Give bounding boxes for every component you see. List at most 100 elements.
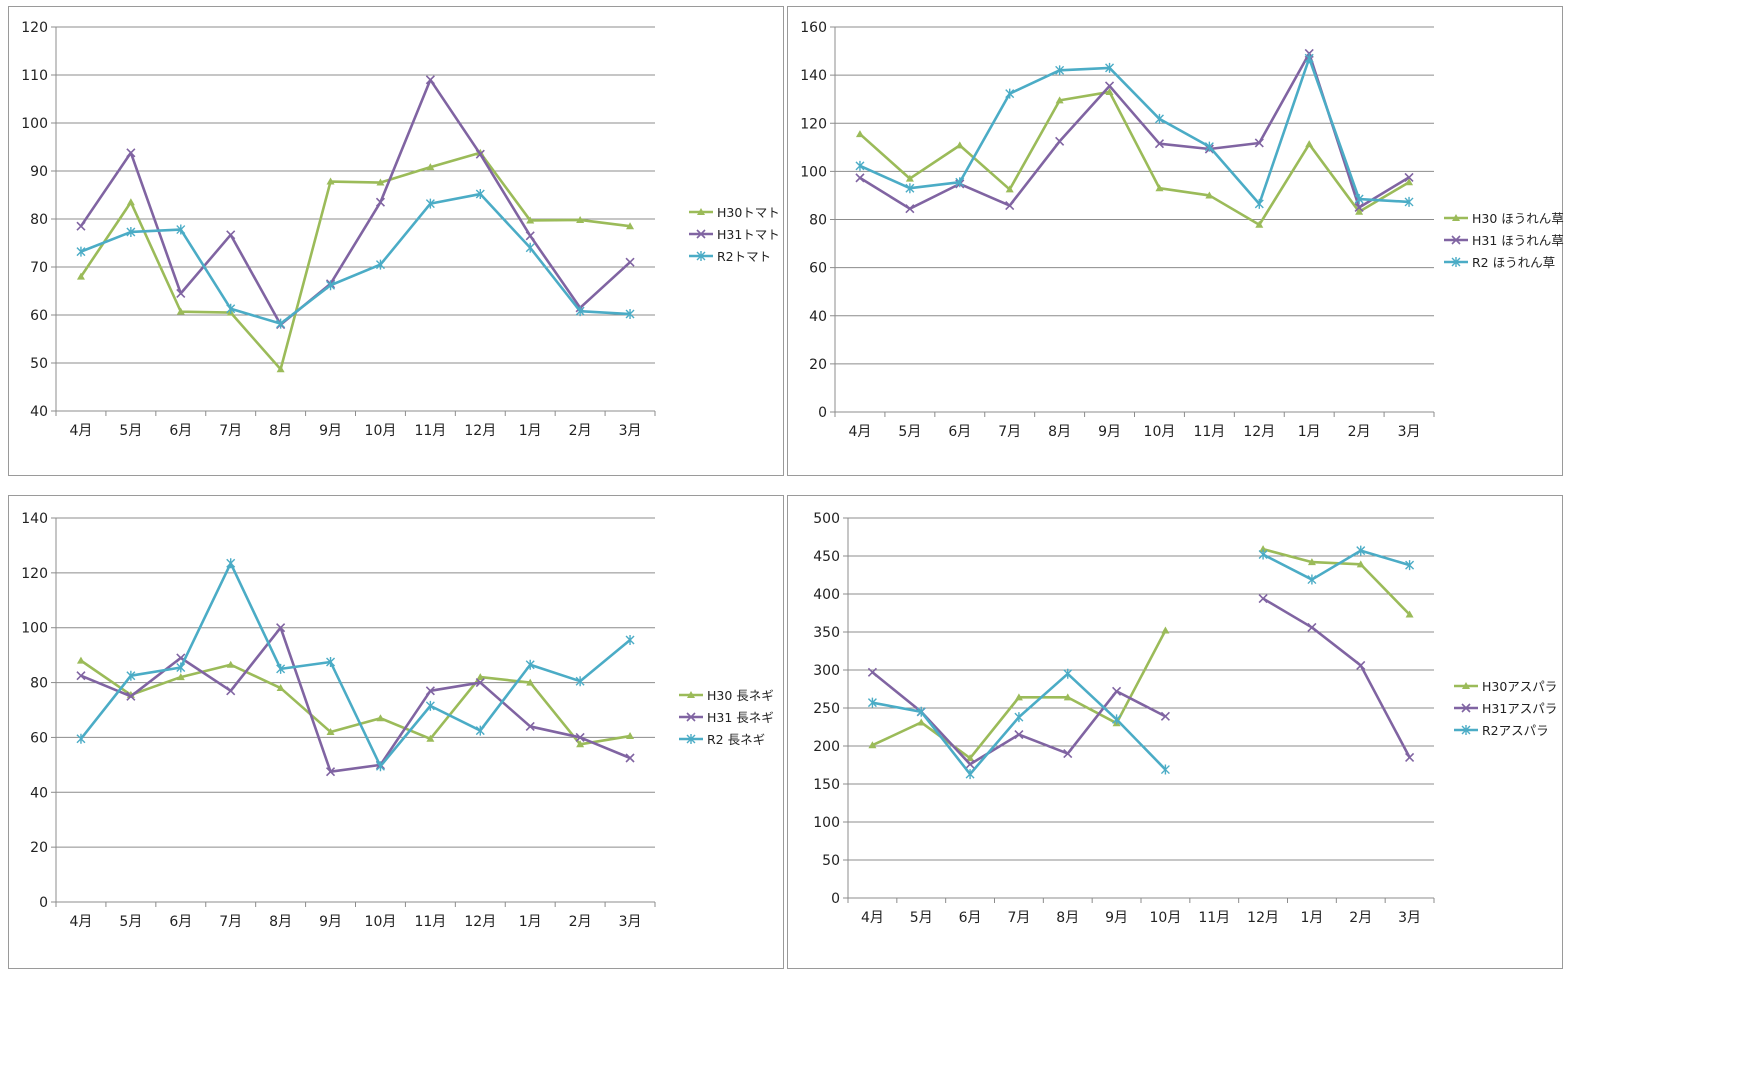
- triangle-marker: [626, 732, 635, 740]
- legend: H30 ほうれん草 H31 ほうれん草 R2 ほうれん草: [1444, 211, 1564, 270]
- triangle-marker: [905, 174, 914, 182]
- star-marker: [176, 224, 186, 235]
- y-tick-label: 0: [39, 895, 48, 911]
- legend-label: R2 ほうれん草: [1472, 255, 1555, 270]
- triangle-marker: [687, 691, 695, 698]
- triangle-marker: [176, 673, 185, 681]
- legend-label: R2トマト: [717, 249, 771, 264]
- star-marker: [176, 662, 186, 673]
- x-tick-label: 7月: [998, 424, 1021, 440]
- x-tick-label: 7月: [219, 423, 242, 439]
- x-tick-label: 11月: [1198, 910, 1230, 926]
- x-marker: [1154, 139, 1165, 149]
- star-marker: [855, 160, 865, 171]
- x-marker: [226, 686, 236, 696]
- triangle-marker: [176, 307, 185, 315]
- series-line: [1262, 547, 1411, 616]
- star-marker: [1055, 65, 1065, 76]
- x-tick-label: 11月: [1193, 424, 1225, 440]
- star-marker: [1405, 560, 1415, 571]
- chart-panel-spinach: 0 20 40 60 80 100 120 140 160 4月 5月 6月 7月 8月 9月 10月 11月 1…: [787, 6, 1564, 476]
- series-1: [76, 623, 635, 777]
- star-marker: [226, 558, 236, 569]
- x-marker: [965, 759, 975, 769]
- y-tick-label: 450: [813, 549, 840, 565]
- x-tick-label: 4月: [69, 423, 92, 439]
- x-marker: [1005, 200, 1015, 211]
- star-marker: [126, 226, 136, 237]
- x-tick-label: 9月: [319, 423, 342, 439]
- triangle-marker: [376, 178, 385, 186]
- star-marker: [575, 676, 585, 687]
- x-tick-label: 1月: [1298, 424, 1321, 440]
- x-tick-label: 10月: [365, 423, 397, 439]
- star-marker: [1356, 545, 1366, 556]
- x-marker: [625, 753, 635, 763]
- y-tick-label: 140: [21, 511, 48, 527]
- asparagus-chart: 0 50 100 150 200 250 300 350 400 450 500 4月 5月 6月 7月 8月…: [813, 511, 1557, 926]
- triangle-marker: [76, 656, 85, 664]
- series-line: [859, 56, 1410, 206]
- star-marker: [475, 725, 485, 736]
- chart-panel-asparagus: 0 50 100 150 200 250 300 350 400 450 500 4月 5月 6月 7月 8月…: [787, 495, 1563, 969]
- triangle-marker: [126, 198, 135, 206]
- star-marker: [226, 303, 236, 314]
- triangle-marker: [476, 673, 485, 681]
- x-tick-label: 3月: [619, 423, 642, 439]
- x-tick-label: 3月: [1398, 424, 1421, 440]
- star-marker: [696, 251, 706, 261]
- x-marker: [76, 671, 86, 681]
- star-marker: [625, 635, 635, 646]
- series-line: [80, 659, 631, 746]
- triangle-marker: [326, 727, 335, 735]
- y-tick-label: 100: [21, 621, 48, 637]
- x-marker: [525, 721, 535, 732]
- x-tick-label: 10月: [1144, 424, 1176, 440]
- series-line: [1262, 597, 1411, 759]
- x-tick-label: 7月: [1007, 910, 1030, 926]
- x-marker: [475, 678, 485, 688]
- star-marker: [575, 306, 585, 317]
- triangle-marker: [526, 216, 535, 224]
- triangle-marker: [1405, 610, 1414, 618]
- x-marker: [126, 691, 136, 701]
- y-tick-label: 400: [813, 587, 840, 603]
- triangle-marker: [576, 215, 585, 223]
- x-marker: [126, 148, 136, 158]
- x-marker: [1112, 686, 1122, 696]
- x-marker: [1063, 749, 1073, 759]
- x-marker: [375, 197, 386, 207]
- y-tick-label: 150: [813, 777, 840, 793]
- x-marker: [1254, 138, 1264, 148]
- legend-label: H31 ほうれん草: [1472, 233, 1564, 248]
- series-1: [76, 75, 635, 330]
- legend-label: H30トマト: [717, 205, 780, 220]
- y-tick-label: 0: [831, 891, 840, 907]
- y-tick-label: 120: [21, 20, 48, 36]
- spinach-chart: 0 20 40 60 80 100 120 140 160 4月 5月 6月 7月 8月 9月 10月 11月 1…: [800, 20, 1564, 440]
- legend-label: H31トマト: [717, 227, 780, 242]
- x-marker: [276, 623, 286, 633]
- triangle-marker: [917, 718, 926, 726]
- y-tick-label: 20: [809, 357, 827, 373]
- triangle-marker: [1105, 87, 1114, 95]
- triangle-marker: [1305, 140, 1314, 148]
- series-0: [76, 656, 635, 748]
- x-tick-label: 6月: [959, 910, 982, 926]
- x-tick-label: 6月: [169, 914, 192, 930]
- y-tick-label: 80: [30, 676, 48, 692]
- legend-label: H30 ほうれん草: [1472, 211, 1564, 226]
- series-line: [80, 192, 631, 325]
- triangle-marker: [326, 177, 335, 185]
- x-marker: [525, 231, 535, 241]
- x-tick-label: 5月: [119, 423, 142, 439]
- tomato-chart: 40 50 60 70 80 90 100 110 120 4月 5月 6月 7月 8月 9月 10月 11月 1…: [21, 20, 780, 439]
- x-marker: [1055, 136, 1065, 146]
- star-marker: [1451, 257, 1461, 267]
- x-tick-label: 12月: [1247, 910, 1279, 926]
- x-tick-label: 1月: [1300, 910, 1323, 926]
- x-marker: [1258, 593, 1268, 604]
- x-tick-label: 5月: [119, 914, 142, 930]
- y-tick-label: 0: [818, 405, 827, 421]
- x-tick-label: 2月: [1348, 424, 1371, 440]
